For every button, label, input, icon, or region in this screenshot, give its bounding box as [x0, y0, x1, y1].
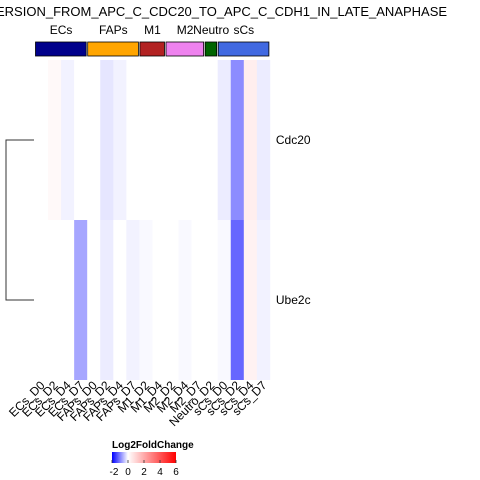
row-dendrogram — [5, 139, 34, 301]
legend-tick-label: -2 — [110, 467, 119, 478]
group-label: ECs — [50, 23, 73, 37]
row-label: Ube2c — [276, 293, 311, 307]
heatmap-cells — [35, 60, 271, 380]
heatmap-cell — [35, 60, 49, 220]
heatmap-cell — [256, 220, 271, 380]
heatmap-cell — [152, 60, 166, 220]
heatmap-cell — [61, 60, 75, 220]
row-label: Cdc20 — [276, 133, 311, 147]
heatmap-cell — [126, 220, 140, 380]
heatmap-cell — [61, 220, 75, 380]
group-label: Neutro — [193, 23, 229, 37]
heatmap-cell — [230, 60, 245, 220]
heatmap-cell — [152, 220, 166, 380]
group-labels: ECs FAPs M1 M2 Neutro sCs — [50, 23, 254, 37]
group-label: sCs — [233, 23, 254, 37]
heatmap-cell — [74, 60, 88, 220]
heatmap-cell — [113, 60, 127, 220]
heatmap-cell — [48, 60, 62, 220]
chart-title: ERSION_FROM_APC_C_CDC20_TO_APC_C_CDH1_IN… — [0, 4, 447, 19]
heatmap-cell — [87, 220, 101, 380]
color-legend: Log2FoldChange -2 0 2 4 6 — [110, 440, 195, 478]
heatmap-cell — [230, 220, 245, 380]
group-bar — [204, 41, 218, 57]
heatmap-cell — [35, 220, 49, 380]
legend-tick-label: 0 — [125, 467, 131, 478]
heatmap-cell — [191, 220, 205, 380]
heatmap-cell — [139, 220, 153, 380]
heatmap-cell — [100, 220, 114, 380]
legend-ticks: -2 0 2 4 6 — [110, 460, 179, 478]
group-bar — [87, 41, 139, 57]
heatmap-cell — [178, 220, 192, 380]
heatmap-cell — [139, 60, 153, 220]
group-bar — [139, 41, 165, 57]
group-label: M1 — [144, 23, 161, 37]
heatmap-cell — [126, 60, 140, 220]
column-labels: ECs_D0ECs_D2ECs_D4ECs_D7FAPs_D0FAPs_D2FA… — [6, 378, 270, 429]
heatmap-cell — [204, 60, 218, 220]
heatmap-cell — [74, 220, 88, 380]
heatmap-cell — [243, 220, 258, 380]
legend-tick-label: 2 — [141, 467, 147, 478]
legend-tick-label: 6 — [173, 467, 179, 478]
group-annotation-bars — [35, 41, 270, 57]
heatmap-cell — [165, 60, 179, 220]
group-bar — [217, 41, 270, 57]
group-label: M2 — [177, 23, 194, 37]
heatmap-cell — [100, 60, 114, 220]
heatmap-cell — [191, 60, 205, 220]
dendrogram-branch — [5, 139, 34, 301]
group-bar — [35, 41, 87, 57]
heatmap-cell — [256, 60, 271, 220]
group-label: FAPs — [99, 23, 128, 37]
group-bar — [165, 41, 205, 57]
heatmap-cell — [165, 220, 179, 380]
legend-color-bar — [112, 452, 176, 463]
row-labels: Cdc20 Ube2c — [276, 133, 311, 307]
heatmap-cell — [217, 60, 232, 220]
heatmap-cell — [243, 60, 258, 220]
legend-tick-label: 4 — [157, 467, 163, 478]
heatmap-cell — [113, 220, 127, 380]
heatmap-cell — [48, 220, 62, 380]
heatmap-cell — [217, 220, 232, 380]
legend-title: Log2FoldChange — [112, 440, 194, 451]
heatmap-cell — [87, 60, 101, 220]
heatmap-cell — [204, 220, 218, 380]
heatmap-cell — [178, 60, 192, 220]
